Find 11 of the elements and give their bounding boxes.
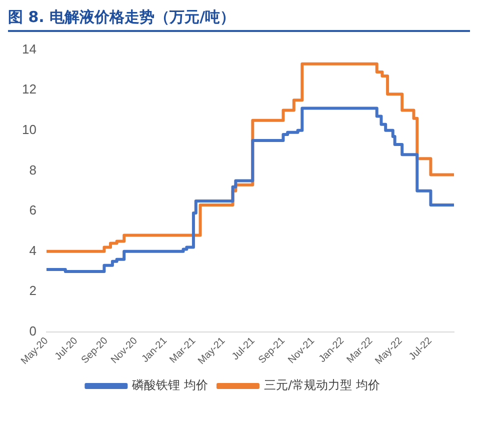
y-tick-label: 14 — [22, 41, 36, 56]
y-tick-label: 2 — [29, 283, 36, 298]
chart-title: 图 8. 电解液价格走势（万元/吨） — [8, 8, 470, 32]
legend-label: 三元/常规动力型 均价 — [264, 378, 380, 392]
y-tick-label: 4 — [29, 242, 36, 258]
legend-label: 磷酸铁锂 均价 — [131, 378, 208, 392]
y-tick-label: 6 — [29, 202, 36, 218]
y-tick-label: 8 — [29, 162, 36, 178]
y-tick-label: 12 — [22, 82, 36, 97]
y-tick-label: 0 — [29, 324, 36, 339]
y-tick-label: 10 — [22, 122, 36, 137]
